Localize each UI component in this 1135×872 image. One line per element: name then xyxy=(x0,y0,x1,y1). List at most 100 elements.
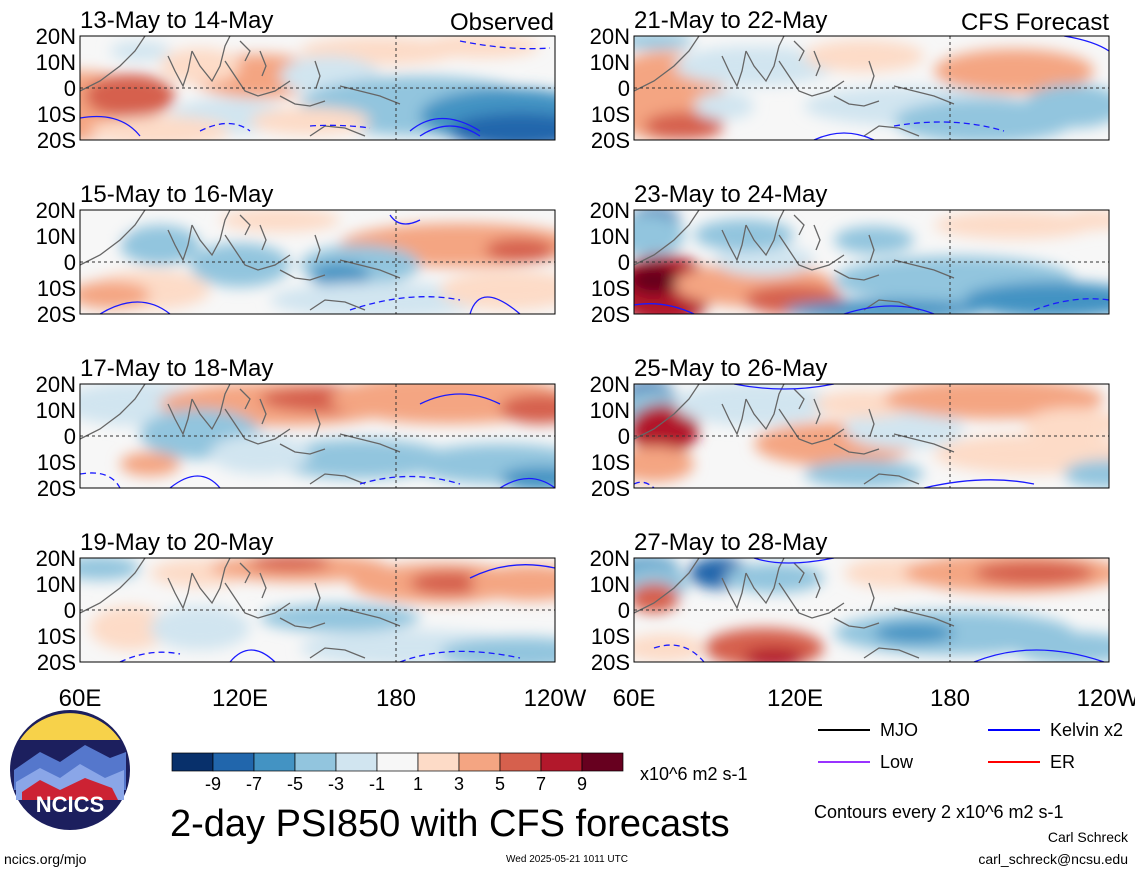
colorbar-swatch xyxy=(376,752,419,772)
colorbar-label: -5 xyxy=(287,774,303,794)
lat-tick-label: 10N xyxy=(590,224,630,249)
lon-tick-label: 120W xyxy=(1077,685,1135,712)
panel-title: 15-May to 16-May xyxy=(80,181,273,208)
panel-frame xyxy=(79,209,556,315)
colorbar-label: 9 xyxy=(577,774,587,794)
colorbar: -9 -7 -5 -3 -1 1 3 5 7 9 xyxy=(171,752,624,794)
lat-tick-label: 0 xyxy=(618,424,630,449)
lat-tick-label: 20S xyxy=(37,476,76,501)
lat-tick-label: 0 xyxy=(64,250,76,275)
contour-note: Contours every 2 x10^6 m2 s-1 xyxy=(814,802,1064,822)
coastline xyxy=(634,36,955,137)
lat-tick-label: 10S xyxy=(37,450,76,475)
longitude-tick-labels: 60E 60E 120E 120E 180 180 120W 120W xyxy=(59,685,1135,712)
panel-frame xyxy=(633,35,1110,141)
lat-tick-label: 10S xyxy=(591,450,630,475)
panel-title: 27-May to 28-May xyxy=(634,529,827,556)
colorbar-label: 1 xyxy=(413,774,423,794)
lat-tick-label: 0 xyxy=(618,598,630,623)
lat-tick-label: 10S xyxy=(37,102,76,127)
colorbar-swatch xyxy=(540,752,583,772)
kelvin-contours xyxy=(634,298,1109,314)
lon-tick-label: 180 xyxy=(376,685,416,712)
lat-tick-label: 10S xyxy=(37,276,76,301)
panel-frame xyxy=(633,557,1110,663)
kelvin-contours xyxy=(634,384,1035,488)
lon-tick-label: 120E xyxy=(767,685,823,712)
kelvin-contours xyxy=(99,214,521,314)
panel-frame xyxy=(633,209,1110,315)
legend-label: Kelvin x2 xyxy=(1050,720,1123,740)
colorbar-label: -9 xyxy=(205,774,221,794)
author-email: carl_schreck@ncsu.edu xyxy=(978,851,1128,867)
coastline xyxy=(634,210,955,311)
lat-tick-label: 20S xyxy=(37,128,76,153)
legend: MJO Kelvin x2 Low ER xyxy=(818,720,1123,772)
legend-label: MJO xyxy=(880,720,918,740)
coastline xyxy=(80,384,401,485)
panel-title: 13-May to 14-May xyxy=(80,7,273,34)
kelvin-contours xyxy=(119,564,555,662)
lat-tick-label: 10S xyxy=(591,102,630,127)
colorbar-swatch xyxy=(499,752,542,772)
lat-tick-label: 0 xyxy=(64,598,76,623)
lon-tick-label: 60E xyxy=(613,685,656,712)
kelvin-contours xyxy=(813,36,1109,140)
panel-frame xyxy=(79,557,556,663)
panel-frame xyxy=(79,383,556,489)
kelvin-contours xyxy=(80,393,555,488)
colorbar-swatch xyxy=(171,752,214,772)
lat-tick-label: 0 xyxy=(618,76,630,101)
colorbar-swatch xyxy=(458,752,501,772)
lat-tick-label: 10S xyxy=(37,624,76,649)
kelvin-contours xyxy=(653,558,1105,662)
coastline xyxy=(634,558,955,659)
colorbar-label: -3 xyxy=(328,774,344,794)
lat-tick-label: 20S xyxy=(37,302,76,327)
legend-label: Low xyxy=(880,752,914,772)
lon-tick-label: 180 xyxy=(930,685,970,712)
timestamp: Wed 2025-05-21 1011 UTC xyxy=(506,854,628,865)
colorbar-swatch xyxy=(417,752,460,772)
colorbar-swatch xyxy=(581,752,624,772)
coastline xyxy=(80,36,401,137)
main-title: 2-day PSI850 with CFS forecasts xyxy=(170,803,730,845)
lat-tick-label: 10N xyxy=(36,398,76,423)
lat-tick-label: 20S xyxy=(37,650,76,675)
colorbar-label: -1 xyxy=(369,774,385,794)
observed-label: Observed xyxy=(450,9,554,36)
colorbar-swatch xyxy=(212,752,255,772)
source-url: ncics.org/mjo xyxy=(4,851,87,867)
lat-tick-label: 20N xyxy=(590,24,630,49)
colorbar-label: -7 xyxy=(246,774,262,794)
lat-tick-label: 10N xyxy=(36,572,76,597)
lat-tick-label: 20N xyxy=(590,198,630,223)
lat-tick-label: 10S xyxy=(591,624,630,649)
lat-tick-label: 20N xyxy=(36,372,76,397)
ncics-logo: NCICS xyxy=(10,710,130,830)
lat-tick-label: 20N xyxy=(590,546,630,571)
colorbar-label: 5 xyxy=(495,774,505,794)
panel-title: 25-May to 26-May xyxy=(634,355,827,382)
lat-tick-label: 10S xyxy=(591,276,630,301)
colorbar-label: 3 xyxy=(454,774,464,794)
lat-tick-label: 10N xyxy=(36,224,76,249)
lat-tick-label: 20S xyxy=(591,650,630,675)
lat-tick-label: 20S xyxy=(591,302,630,327)
lat-tick-label: 20S xyxy=(591,128,630,153)
lat-tick-label: 20N xyxy=(36,546,76,571)
lat-tick-label: 10N xyxy=(36,50,76,75)
lon-tick-label: 120W xyxy=(524,685,587,712)
lat-tick-label: 0 xyxy=(64,424,76,449)
panel-title: 17-May to 18-May xyxy=(80,355,273,382)
panel-title: 23-May to 24-May xyxy=(634,181,827,208)
